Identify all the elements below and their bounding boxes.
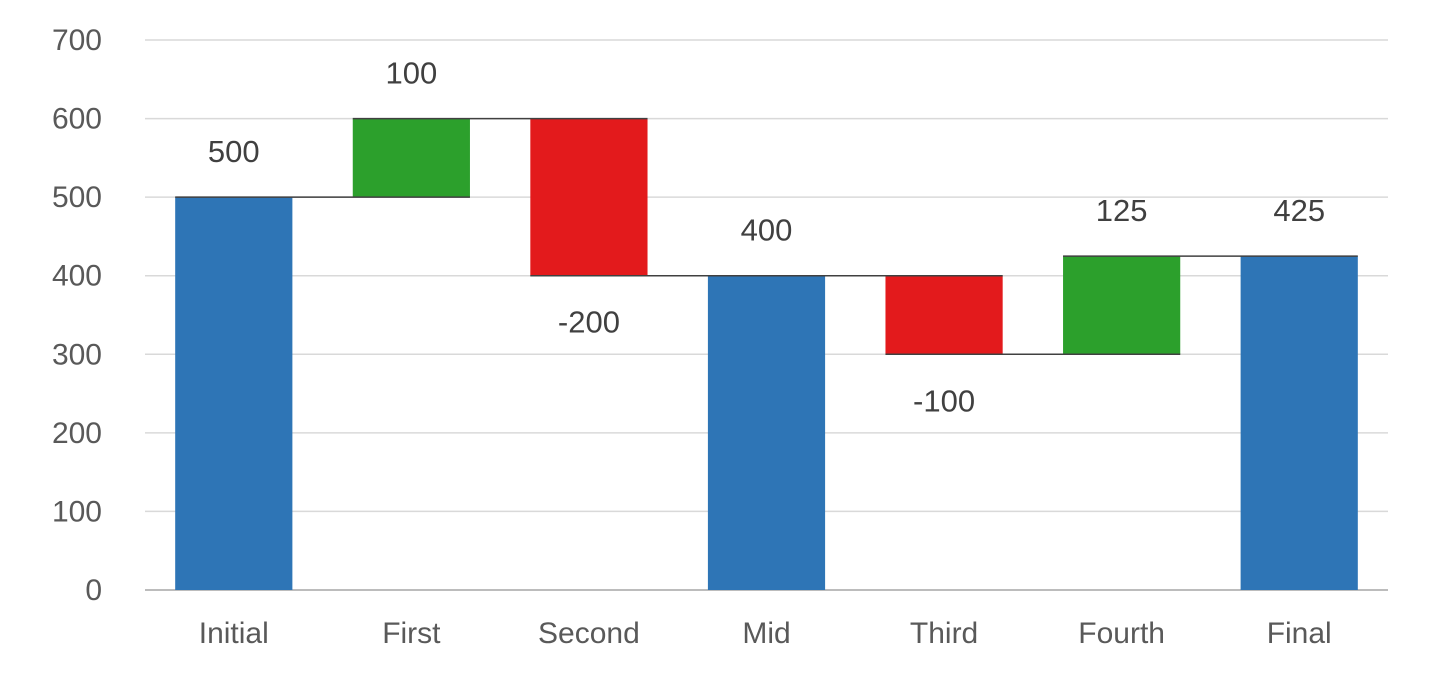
bar-mid — [707, 275, 826, 590]
data-label: 125 — [1096, 193, 1148, 228]
bar-final — [1240, 256, 1358, 590]
bar-first — [352, 118, 470, 198]
y-tick-label: 300 — [52, 338, 102, 371]
y-tick-label: 600 — [52, 103, 102, 136]
bar-third — [885, 275, 1003, 355]
connector-lines — [175, 117, 1358, 356]
category-label: Initial — [199, 617, 269, 650]
x-axis-category-labels: Initial First Second Mid Third Fourth Final — [199, 617, 1332, 650]
category-label: First — [382, 617, 441, 650]
y-tick-label: 400 — [52, 260, 102, 293]
category-label: Third — [910, 617, 978, 650]
data-labels: 500 100 -200 400 -100 125 425 — [208, 56, 1325, 419]
data-label: 500 — [208, 134, 260, 169]
y-tick-label: 200 — [52, 417, 102, 450]
bar-second — [530, 118, 648, 276]
data-label: 400 — [741, 213, 793, 248]
category-label: Mid — [742, 617, 790, 650]
y-axis-tick-labels: 0 100 200 300 400 500 600 700 — [52, 24, 102, 607]
bar-fourth — [1063, 256, 1181, 355]
category-label: Fourth — [1078, 617, 1165, 650]
bars — [175, 118, 1358, 590]
data-label: -200 — [558, 305, 620, 340]
data-label: -100 — [913, 383, 975, 418]
y-tick-label: 500 — [52, 181, 102, 214]
y-tick-label: 0 — [85, 574, 102, 607]
category-label: Final — [1267, 617, 1332, 650]
bar-initial — [175, 197, 293, 590]
category-label: Second — [538, 617, 640, 650]
data-label: 100 — [385, 56, 437, 91]
y-tick-label: 100 — [52, 495, 102, 528]
data-label: 425 — [1273, 193, 1325, 228]
y-tick-label: 700 — [52, 24, 102, 57]
